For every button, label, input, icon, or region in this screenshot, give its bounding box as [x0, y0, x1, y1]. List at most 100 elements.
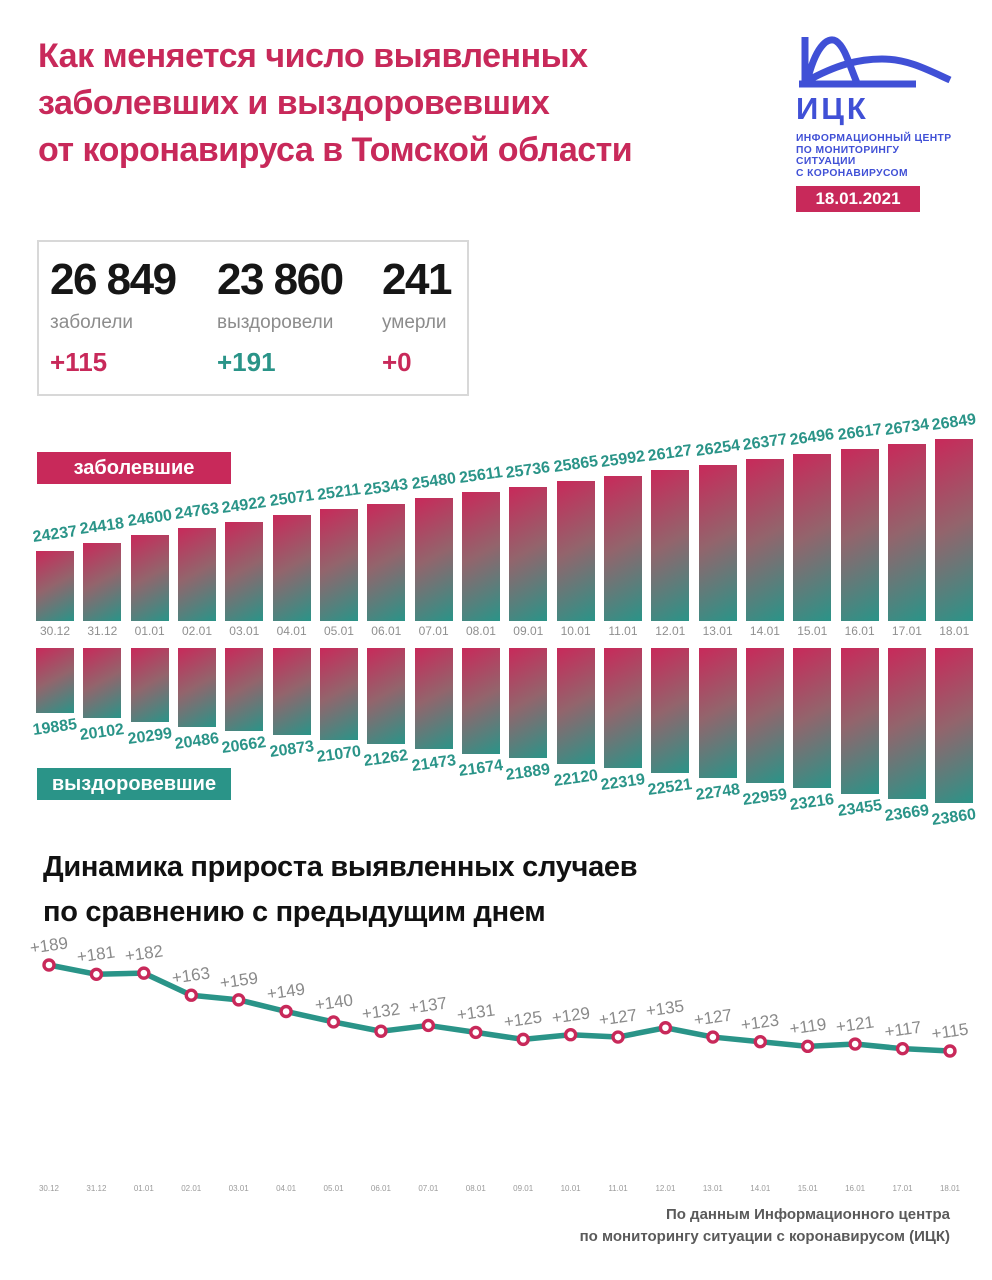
recovered-bar [887, 648, 926, 799]
data-point-marker [42, 958, 56, 972]
date-tick: 09.01 [513, 1184, 534, 1193]
date-tick: 30.12 [39, 624, 71, 638]
date-tick: 05.01 [323, 1184, 344, 1193]
dynamics-heading-line: по сравнению с предыдущим днем [43, 896, 546, 928]
date-tick: 07.01 [418, 1184, 439, 1193]
stat-label: заболели [50, 312, 134, 333]
logo-subtitle-line: С КОРОНАВИРУСОМ [796, 167, 908, 179]
infected-bar [935, 439, 974, 621]
date-badge: 18.01.2021 [796, 186, 920, 212]
stat-delta: +115 [50, 347, 108, 377]
data-point-marker [184, 988, 198, 1002]
date-tick: 31.12 [86, 1184, 107, 1193]
date-tick: 31.12 [87, 624, 118, 638]
date-tick: 10.01 [560, 1184, 581, 1193]
date-tick: 03.01 [229, 624, 260, 638]
infected-bar [177, 528, 216, 621]
dynamics-heading-line: Динамика прироста выявленных случаев [43, 851, 638, 883]
stat-label: умерли [382, 312, 447, 333]
date-tick: 13.01 [702, 1184, 723, 1193]
recovered-bar [36, 648, 74, 713]
recovered-bar [793, 648, 832, 789]
date-tick: 11.01 [608, 1184, 628, 1193]
trend-line [46, 962, 953, 1054]
date-tick: 12.01 [655, 624, 686, 638]
recovered-bar [414, 648, 453, 749]
date-tick: 08.01 [465, 1184, 486, 1193]
infected-bar [414, 497, 453, 621]
data-point-marker [326, 1015, 341, 1029]
data-point-marker [943, 1044, 957, 1058]
date-tick: 01.01 [133, 1184, 154, 1193]
logo-subtitle-line: ПО МОНИТОРИНГУ СИТУАЦИИ [796, 144, 900, 168]
stat-label: выздоровели [217, 312, 334, 333]
date-tick: 03.01 [228, 1184, 249, 1193]
infected-bar [272, 515, 311, 621]
legend-recovered: выздоровевшие [37, 768, 231, 800]
logo-subtitle-line: ИНФОРМАЦИОННЫЙ ЦЕНТР [796, 133, 952, 144]
data-point-marker [279, 1004, 293, 1019]
recovered-bar [509, 648, 548, 759]
recovered-bar [225, 648, 264, 731]
stat-recovered: 23 860 выздоровели +191 [217, 258, 382, 394]
recovered-bar [177, 648, 216, 727]
date-tick: 11.01 [608, 624, 638, 638]
date-tick: 15.01 [797, 1184, 818, 1193]
infected-bar [36, 551, 74, 621]
stat-value: 23 860 [217, 255, 344, 304]
data-point-marker [753, 1035, 767, 1049]
infected-bar [887, 443, 926, 621]
date-tick: 01.01 [134, 624, 165, 638]
date-tick: 02.01 [181, 624, 212, 638]
infected-bar [793, 454, 832, 621]
date-tick: 18.01 [939, 1184, 960, 1193]
infected-bar [698, 464, 737, 621]
recovered-bar [603, 648, 642, 769]
page-title-line: от коронавируса в Томской области [38, 131, 633, 169]
date-tick: 13.01 [702, 624, 733, 638]
logo-subtitle: ИНФОРМАЦИОННЫЙ ЦЕНТР ПО МОНИТОРИНГУ СИТУ… [796, 133, 956, 179]
source-note-line: По данным Информационного центра [665, 1206, 950, 1223]
date-tick: 16.01 [844, 624, 875, 638]
data-point-marker [563, 1028, 578, 1042]
infected-bar [509, 486, 548, 621]
recovered-bar [935, 648, 974, 803]
data-point-marker [706, 1030, 720, 1044]
infected-bar [461, 492, 500, 621]
logo-abbr: ИЦК [796, 91, 869, 126]
page-title: Как меняется число выявленных заболевших… [38, 33, 633, 174]
dynamics-line-svg [42, 958, 957, 1058]
recovered-bar [461, 648, 500, 754]
recovered-bar [367, 648, 406, 745]
date-tick: 17.01 [891, 624, 922, 638]
data-point-marker [421, 1018, 436, 1033]
recovered-bar [651, 648, 690, 773]
icc-logo: ИЦК ИНФОРМАЦИОННЫЙ ЦЕНТР ПО МОНИТОРИНГУ … [796, 34, 956, 212]
date-tick: 14.01 [750, 1184, 771, 1193]
recovered-bar [130, 648, 169, 723]
infected-bar [83, 543, 122, 621]
date-tick: 17.01 [892, 1184, 913, 1193]
page-title-line: Как меняется число выявленных [38, 37, 588, 75]
date-tick: 15.01 [797, 624, 828, 638]
infected-bar [130, 535, 169, 621]
date-tick: 07.01 [418, 624, 449, 638]
data-point-marker [137, 966, 151, 980]
date-tick: 05.01 [323, 624, 354, 638]
page-title-line: заболевших и выздоровевших [38, 84, 550, 122]
date-tick: 16.01 [845, 1184, 866, 1193]
data-point-marker [848, 1037, 862, 1051]
date-tick: 06.01 [371, 624, 402, 638]
source-note: По данным Информационного центра по мони… [580, 1204, 950, 1248]
data-point-marker [231, 993, 246, 1007]
stat-deaths: 241 умерли +0 [382, 258, 452, 394]
data-point-marker [374, 1024, 388, 1038]
recovered-bar [272, 648, 311, 736]
infected-bar [556, 481, 595, 621]
recovered-bar [840, 648, 879, 794]
dynamics-heading: Динамика прироста выявленных случаев по … [43, 845, 638, 935]
stat-delta: +191 [217, 347, 276, 377]
recovered-bar [556, 648, 595, 764]
summary-box: 26 849 заболели +115 23 860 выздоровели … [37, 240, 469, 396]
